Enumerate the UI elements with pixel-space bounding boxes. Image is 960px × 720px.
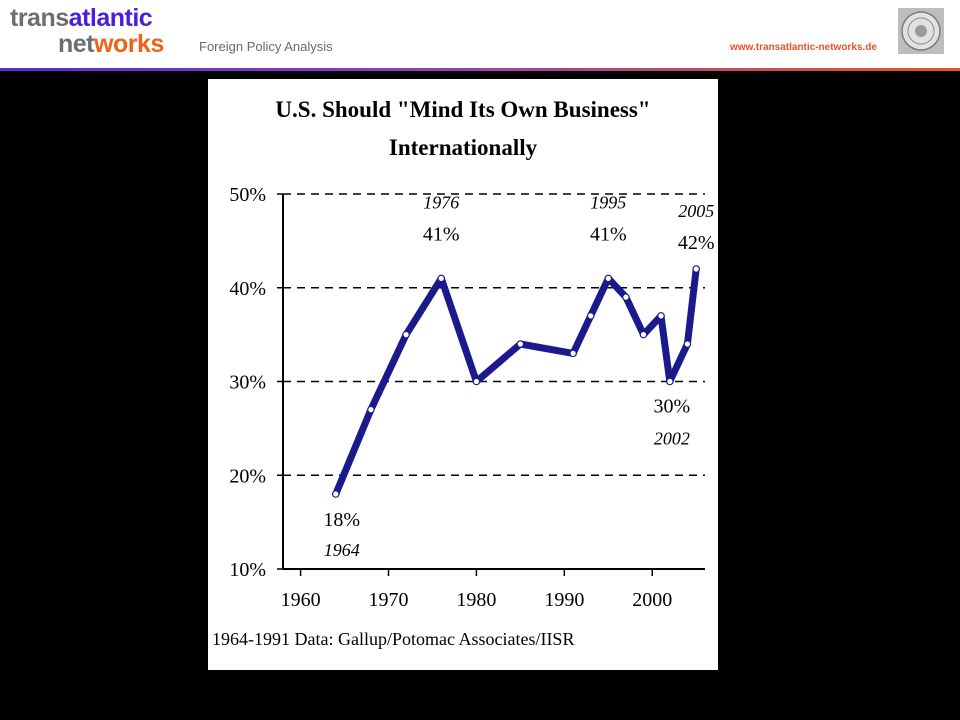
logo-text-trans: trans bbox=[10, 4, 69, 32]
y-tick-label: 10% bbox=[229, 559, 266, 581]
y-tick-label: 30% bbox=[229, 372, 266, 394]
x-tick-label: 1970 bbox=[369, 589, 409, 611]
annotation-year: 2005 bbox=[678, 201, 714, 221]
y-tick-label: 40% bbox=[229, 278, 266, 300]
data-point bbox=[402, 330, 410, 339]
annotation-value: 30% bbox=[653, 396, 690, 418]
axes bbox=[277, 193, 705, 576]
data-point bbox=[569, 349, 577, 358]
data-point bbox=[639, 330, 648, 339]
annotation-year: 1964 bbox=[324, 540, 360, 560]
line-chart: U.S. Should "Mind Its Own Business" Inte… bbox=[212, 97, 715, 649]
x-tick-label: 1960 bbox=[281, 589, 321, 611]
data-point bbox=[437, 274, 446, 283]
series-line bbox=[332, 265, 700, 498]
tick-labels: 1960 1970 1980 1990 2000 10% 20% 30% 40% 50% bbox=[229, 184, 672, 611]
header-divider bbox=[0, 68, 960, 71]
data-point bbox=[683, 340, 692, 348]
data-point bbox=[472, 377, 481, 386]
annotation-value: 41% bbox=[423, 223, 460, 245]
chart-source-note: 1964-1991 Data: Gallup/Potomac Associate… bbox=[212, 629, 574, 649]
annotations: 18% 1964 41% 1976 41% 1995 42% 2005 30% 2002 bbox=[323, 192, 714, 560]
seal-icon bbox=[898, 8, 944, 54]
grid-lines bbox=[283, 193, 705, 476]
data-point bbox=[586, 312, 595, 320]
data-point bbox=[604, 274, 613, 283]
header-bar: transatlantic networks Foreign Policy An… bbox=[0, 0, 960, 68]
annotation-year: 1995 bbox=[590, 192, 626, 212]
annotation-year: 2002 bbox=[654, 429, 690, 449]
chart-title-line-1: U.S. Should "Mind Its Own Business" bbox=[275, 97, 650, 122]
y-tick-label: 50% bbox=[229, 184, 266, 206]
header-url-link[interactable]: www.transatlantic-networks.de bbox=[730, 42, 877, 53]
logo-line-1: transatlantic bbox=[10, 4, 153, 32]
annotation-value: 42% bbox=[678, 232, 715, 254]
logo-line-2: networks bbox=[58, 30, 164, 58]
annotation-value: 41% bbox=[590, 223, 627, 245]
header-subtitle: Foreign Policy Analysis bbox=[199, 39, 333, 54]
series bbox=[331, 265, 701, 498]
annotation-value: 18% bbox=[323, 509, 360, 531]
x-tick-label: 2000 bbox=[632, 589, 672, 611]
logo-text-atlantic: atlantic bbox=[68, 4, 153, 32]
x-tick-label: 1980 bbox=[456, 589, 496, 611]
data-point bbox=[367, 405, 375, 414]
annotation-year: 1976 bbox=[423, 192, 459, 212]
y-tick-label: 20% bbox=[229, 465, 266, 487]
data-point bbox=[516, 340, 525, 348]
chart-panel: U.S. Should "Mind Its Own Business" Inte… bbox=[208, 79, 718, 670]
chart-title-line-2: Internationally bbox=[389, 135, 538, 160]
data-point bbox=[331, 490, 340, 498]
data-point bbox=[692, 265, 701, 273]
x-tick-label: 1990 bbox=[544, 589, 584, 611]
logo-text-net: net bbox=[58, 30, 95, 58]
data-point bbox=[666, 377, 674, 386]
data-point bbox=[622, 293, 630, 301]
data-point bbox=[657, 312, 665, 320]
logo-text-works: works bbox=[94, 30, 164, 58]
